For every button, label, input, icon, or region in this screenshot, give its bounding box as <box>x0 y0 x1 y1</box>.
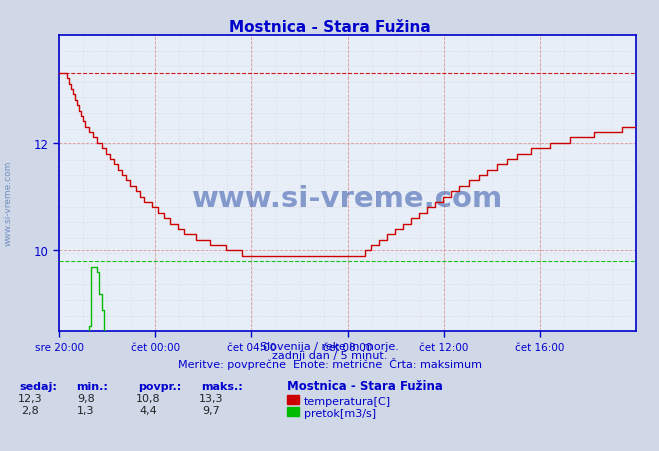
Text: zadnji dan / 5 minut.: zadnji dan / 5 minut. <box>272 350 387 360</box>
Text: 1,3: 1,3 <box>77 405 94 414</box>
Text: Slovenija / reke in morje.: Slovenija / reke in morje. <box>260 341 399 351</box>
Text: Mostnica - Stara Fužina: Mostnica - Stara Fužina <box>287 379 443 392</box>
Text: min.:: min.: <box>76 381 107 391</box>
Text: 9,8: 9,8 <box>77 393 94 403</box>
Text: www.si-vreme.com: www.si-vreme.com <box>192 184 503 212</box>
Text: 10,8: 10,8 <box>136 393 161 403</box>
Text: maks.:: maks.: <box>201 381 243 391</box>
Text: 4,4: 4,4 <box>140 405 157 414</box>
Text: 9,7: 9,7 <box>202 405 219 414</box>
Text: 2,8: 2,8 <box>21 405 38 414</box>
Text: temperatura[C]: temperatura[C] <box>304 396 391 406</box>
Text: 13,3: 13,3 <box>198 393 223 403</box>
Text: Mostnica - Stara Fužina: Mostnica - Stara Fužina <box>229 20 430 35</box>
Text: www.si-vreme.com: www.si-vreme.com <box>3 161 13 245</box>
Text: povpr.:: povpr.: <box>138 381 182 391</box>
Text: pretok[m3/s]: pretok[m3/s] <box>304 408 376 418</box>
Text: 12,3: 12,3 <box>17 393 42 403</box>
Text: Meritve: povprečne  Enote: metrične  Črta: maksimum: Meritve: povprečne Enote: metrične Črta:… <box>177 358 482 369</box>
Text: sedaj:: sedaj: <box>20 381 57 391</box>
